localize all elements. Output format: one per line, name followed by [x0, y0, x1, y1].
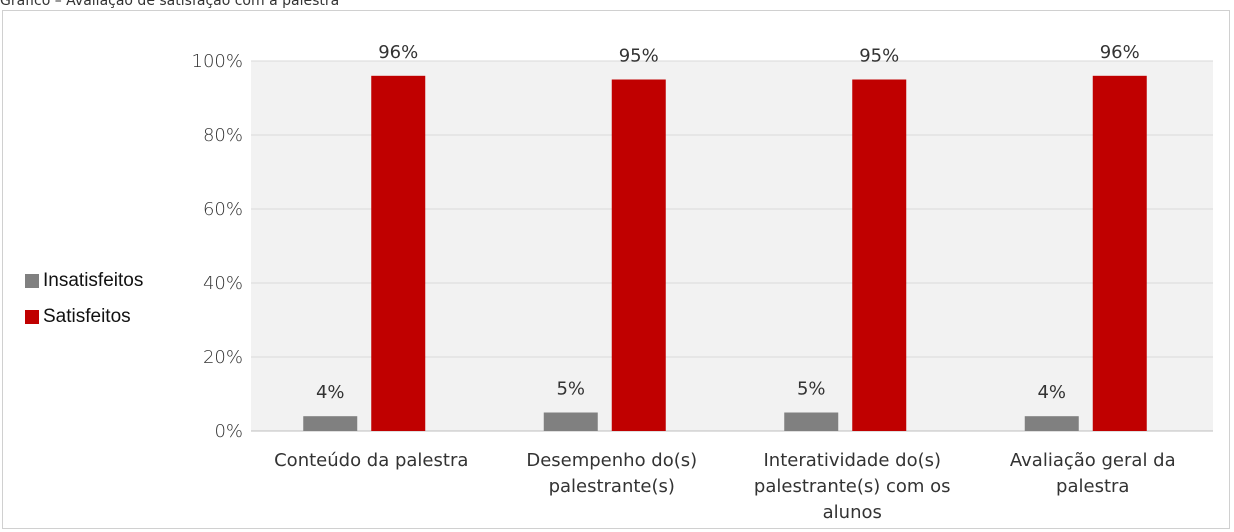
data-label-insatisfeitos-3: 4%	[1037, 382, 1066, 403]
bar-insatisfeitos-0	[303, 416, 358, 431]
data-label-insatisfeitos-2: 5%	[797, 379, 826, 400]
x-category-label: Desempenho do(s)	[526, 450, 697, 471]
bar-chart: 0% 20% 40% 60% 80% 100% 4% 96% Conteúdo da pales…	[192, 42, 1213, 523]
data-label-insatisfeitos-0: 4%	[316, 382, 345, 403]
data-label-insatisfeitos-1: 5%	[556, 379, 585, 400]
bar-insatisfeitos-3	[1024, 416, 1079, 431]
y-tick-label: 0%	[214, 421, 243, 442]
bar-satisfeitos-3	[1092, 75, 1147, 432]
data-label-satisfeitos-3: 96%	[1100, 42, 1140, 63]
bar-insatisfeitos-2	[784, 412, 839, 431]
legend-item-satisfeitos: Satisfeitos	[25, 299, 143, 335]
legend-swatch-insatisfeitos	[25, 274, 39, 288]
chart-frame: 0% 20% 40% 60% 80% 100% 4% 96% Conteúdo da pales…	[2, 10, 1230, 529]
bar-satisfeitos-0	[371, 75, 426, 432]
y-tick-label: 100%	[192, 51, 243, 72]
y-tick-label: 20%	[203, 347, 243, 368]
legend-label-insatisfeitos: Insatisfeitos	[43, 270, 144, 291]
legend: Insatisfeitos Satisfeitos	[25, 263, 143, 335]
data-label-satisfeitos-2: 95%	[859, 46, 899, 67]
bar-satisfeitos-1	[611, 79, 666, 431]
legend-item-insatisfeitos: Insatisfeitos	[25, 263, 143, 299]
x-category-label: Interatividade do(s)	[763, 450, 941, 471]
data-label-satisfeitos-0: 96%	[378, 42, 418, 63]
bar-insatisfeitos-1	[543, 412, 598, 431]
bar-satisfeitos-2	[852, 79, 907, 431]
y-tick-label: 60%	[203, 199, 243, 220]
x-category-label: palestrante(s) com os	[754, 476, 951, 497]
y-tick-label: 40%	[203, 273, 243, 294]
x-category-label: Avaliação geral da	[1010, 450, 1176, 471]
legend-swatch-satisfeitos	[25, 310, 39, 324]
x-category-label: Conteúdo da palestra	[274, 450, 468, 471]
x-category-label: alunos	[823, 502, 882, 523]
x-category-label: palestra	[1056, 476, 1129, 497]
x-category-label: palestrante(s)	[549, 476, 675, 497]
chart-caption: Gráfico – Avaliação de satisfação com a …	[0, 0, 340, 8]
y-tick-label: 80%	[203, 125, 243, 146]
data-label-satisfeitos-1: 95%	[619, 46, 659, 67]
legend-label-satisfeitos: Satisfeitos	[43, 306, 131, 327]
